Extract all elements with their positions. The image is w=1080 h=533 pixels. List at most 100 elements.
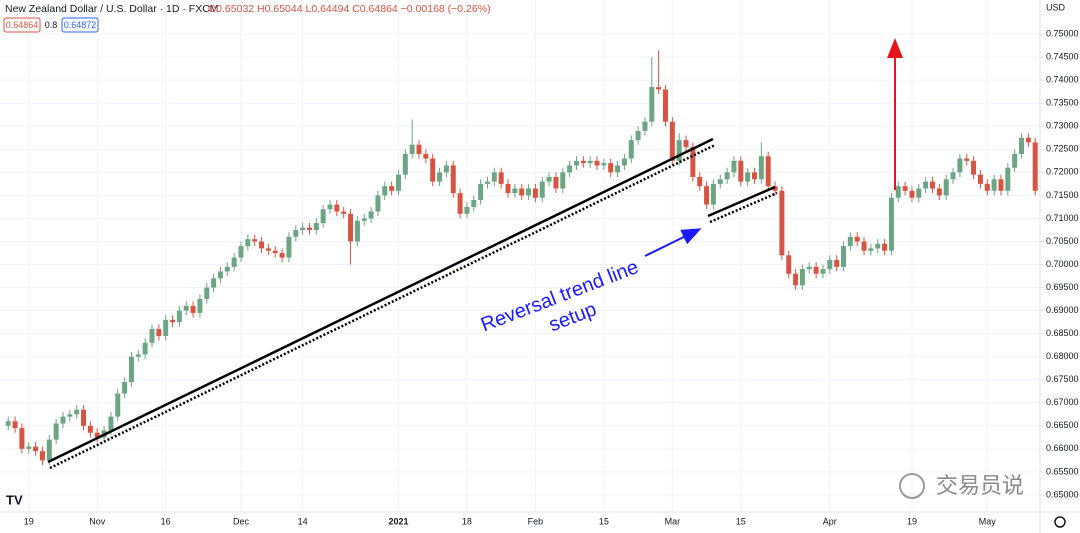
candle-body (26, 446, 32, 449)
candle-body (909, 190, 915, 198)
x-tick-label: 19 (24, 516, 34, 526)
candle-body (779, 190, 785, 256)
candle-body (621, 158, 627, 166)
candle-body (683, 140, 689, 148)
candle-body (505, 183, 511, 194)
candle-body (5, 421, 11, 426)
buy-box[interactable] (61, 17, 99, 33)
x-tick-label: 14 (298, 516, 308, 526)
candle-body (67, 414, 73, 417)
candle-body (984, 183, 990, 191)
candle-body (1005, 167, 1011, 191)
candle-body (437, 172, 443, 182)
x-tick-label: 2021 (388, 516, 408, 526)
candle-body (882, 243, 888, 251)
candle-body (553, 176, 559, 189)
x-tick-label: Apr (823, 516, 837, 526)
watermark-icon (899, 473, 925, 499)
candle-body (108, 416, 114, 431)
sell-box[interactable] (3, 17, 41, 33)
y-tick-label: 0.67000 (1046, 397, 1079, 407)
y-tick-label: 0.75000 (1046, 28, 1079, 38)
candle-body (717, 179, 723, 184)
candle-body (128, 356, 134, 383)
spread: 0.8 (45, 20, 58, 30)
candle-body (354, 220, 360, 242)
candle-body (690, 147, 696, 177)
y-tick-label: 0.68000 (1046, 351, 1079, 361)
y-tick-label: 0.69500 (1046, 282, 1079, 292)
candle-body (348, 213, 354, 242)
currency: USD (1046, 2, 1066, 12)
candle-body (19, 428, 25, 449)
candle-body (875, 243, 881, 249)
y-tick-label: 0.68500 (1046, 328, 1079, 338)
candle-body (587, 160, 593, 164)
candle-body (724, 172, 730, 180)
symbol-title: New Zealand Dollar / U.S. Dollar · 1D · … (5, 3, 219, 15)
candle-body (841, 246, 847, 267)
y-tick-label: 0.66500 (1046, 420, 1079, 430)
candle-body (758, 156, 764, 180)
candle-body (430, 158, 436, 182)
candle-body (423, 153, 429, 159)
candle-body (87, 425, 93, 433)
candle-body (923, 181, 929, 189)
candle-body (320, 209, 326, 224)
candle-body (204, 287, 210, 300)
candle-body (560, 172, 566, 189)
candle-body (395, 174, 401, 191)
candle-body (142, 342, 148, 355)
candle-body (334, 204, 340, 212)
candle-body (197, 299, 203, 313)
candle-body (669, 121, 675, 161)
candle-body (964, 158, 970, 161)
candle-body (81, 409, 87, 426)
y-tick-label: 0.71500 (1046, 190, 1079, 200)
candle-body (745, 172, 751, 182)
settings-icon[interactable] (1054, 516, 1066, 528)
candle-body (971, 160, 977, 175)
candle-body (33, 446, 39, 452)
candle-body (252, 239, 258, 242)
candle-body (450, 165, 456, 194)
candle-body (224, 266, 230, 272)
candle-body (478, 183, 484, 201)
candle-body (416, 144, 422, 154)
candle-body (464, 206, 470, 214)
candle-body (361, 218, 367, 221)
y-tick-label: 0.65000 (1046, 489, 1079, 499)
candle-body (943, 179, 949, 196)
tv-logo: TV (6, 492, 23, 507)
y-tick-label: 0.72500 (1046, 144, 1079, 154)
candle-body (1025, 137, 1031, 143)
candle-body (793, 273, 799, 286)
candle-body (895, 186, 901, 198)
candle-body (888, 197, 894, 251)
candle-body (156, 329, 162, 336)
candle-body (662, 89, 668, 122)
candle-body (813, 266, 819, 274)
candle-body (820, 269, 826, 274)
candle-body (272, 250, 278, 254)
candle-body (471, 200, 477, 207)
candle-body (12, 421, 18, 429)
candle-body (710, 183, 716, 205)
candle-body (847, 236, 853, 247)
candle-body (1032, 142, 1038, 191)
candle-body (306, 227, 312, 230)
y-tick-label: 0.73000 (1046, 121, 1079, 131)
candles (5, 50, 1038, 465)
candle-body (704, 186, 710, 205)
candle-body (457, 193, 463, 214)
candle-body (628, 140, 634, 159)
candle-body (327, 204, 333, 210)
candle-body (53, 423, 59, 440)
candle-body (238, 246, 244, 258)
y-tick-label: 0.71000 (1046, 213, 1079, 223)
candle-body (341, 211, 347, 214)
candle-body (991, 179, 997, 191)
x-tick-label: Mar (665, 516, 681, 526)
candle-body (149, 329, 155, 343)
